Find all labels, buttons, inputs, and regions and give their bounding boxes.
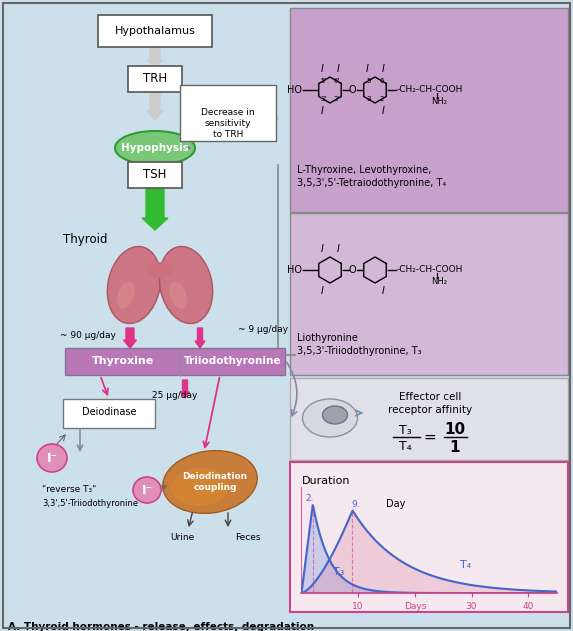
FancyBboxPatch shape: [128, 66, 182, 92]
Text: T₃: T₃: [333, 567, 344, 577]
Text: 2': 2': [333, 96, 340, 102]
Text: NH₂: NH₂: [431, 276, 447, 285]
Text: Deiodinase: Deiodinase: [82, 407, 136, 417]
Text: I⁻: I⁻: [46, 452, 57, 464]
Ellipse shape: [303, 399, 358, 437]
Text: -CH₂-CH-COOH: -CH₂-CH-COOH: [397, 266, 464, 274]
FancyArrow shape: [147, 92, 163, 120]
Text: I: I: [366, 64, 368, 74]
Bar: [290, 378, 568, 460]
Text: A. Thyroid hormones - release, effects, degradation: A. Thyroid hormones - release, effects, …: [8, 622, 314, 631]
Text: -CH₂-CH-COOH: -CH₂-CH-COOH: [397, 85, 464, 95]
Ellipse shape: [163, 451, 257, 514]
Text: Liothyronine: Liothyronine: [297, 333, 358, 343]
Text: 3,5,3'-Triiodothyronine, T₃: 3,5,3'-Triiodothyronine, T₃: [297, 346, 422, 356]
Text: =: =: [423, 430, 437, 444]
FancyBboxPatch shape: [98, 15, 212, 47]
Text: 5': 5': [320, 78, 327, 84]
FancyArrow shape: [195, 328, 205, 348]
Ellipse shape: [159, 247, 213, 324]
Bar: [290, 213, 568, 375]
Text: L-Thyroxine, Levothyroxine,: L-Thyroxine, Levothyroxine,: [297, 165, 431, 175]
Text: I: I: [382, 64, 384, 74]
Text: I: I: [336, 64, 339, 74]
FancyBboxPatch shape: [63, 399, 155, 428]
Ellipse shape: [107, 247, 160, 324]
Text: 6': 6': [333, 78, 340, 84]
Text: I: I: [321, 244, 324, 254]
Text: HO: HO: [287, 265, 302, 275]
Text: ~ 9 µg/day: ~ 9 µg/day: [238, 326, 288, 334]
Text: Day: Day: [386, 498, 406, 509]
Ellipse shape: [133, 477, 161, 503]
Text: 10: 10: [445, 423, 465, 437]
Text: Feces: Feces: [235, 533, 261, 541]
Text: 6: 6: [379, 78, 384, 84]
Ellipse shape: [171, 468, 229, 506]
Text: TRH: TRH: [143, 73, 167, 85]
Text: 3,3',5'-Triiodothyronine: 3,3',5'-Triiodothyronine: [42, 498, 138, 507]
Bar: [290, 8, 568, 212]
Text: Thyroxine: Thyroxine: [91, 357, 154, 367]
Text: T₄: T₄: [460, 560, 472, 570]
Text: I: I: [382, 286, 384, 296]
Text: I: I: [382, 106, 384, 116]
Text: O: O: [349, 85, 356, 95]
FancyArrow shape: [124, 328, 136, 348]
Text: T₃: T₃: [399, 423, 411, 437]
FancyArrow shape: [180, 380, 190, 398]
Bar: [290, 462, 568, 612]
Text: 3,5,3',5'-Tetraiodothyronine, T₄: 3,5,3',5'-Tetraiodothyronine, T₄: [297, 178, 446, 188]
FancyArrow shape: [147, 48, 163, 68]
Ellipse shape: [115, 131, 195, 165]
Text: Hypophysis: Hypophysis: [121, 143, 189, 153]
FancyArrow shape: [142, 188, 168, 230]
Text: Effector cell: Effector cell: [399, 392, 461, 402]
Ellipse shape: [169, 281, 187, 309]
Text: HO: HO: [287, 85, 302, 95]
Text: I: I: [336, 244, 339, 254]
FancyBboxPatch shape: [180, 85, 276, 141]
FancyBboxPatch shape: [128, 162, 182, 188]
Text: 25 µg/day: 25 µg/day: [152, 391, 198, 399]
Text: Urine: Urine: [170, 533, 194, 541]
Text: Thyroid: Thyroid: [63, 233, 107, 247]
Ellipse shape: [37, 444, 67, 472]
Text: "reverse T₃": "reverse T₃": [42, 485, 96, 495]
Text: ~ 90 µg/day: ~ 90 µg/day: [60, 331, 116, 339]
Text: O: O: [349, 265, 356, 275]
Text: 2.: 2.: [306, 494, 314, 503]
Ellipse shape: [146, 262, 174, 278]
Text: Decrease in
sensitivity
to TRH: Decrease in sensitivity to TRH: [201, 108, 255, 139]
Text: 1: 1: [450, 440, 460, 454]
Text: 5: 5: [366, 78, 371, 84]
Text: 3': 3': [320, 96, 327, 102]
Text: NH₂: NH₂: [431, 97, 447, 105]
Text: Triiodothyronine: Triiodothyronine: [184, 357, 281, 367]
Text: Duration: Duration: [301, 476, 350, 487]
Text: receptor affinity: receptor affinity: [388, 405, 472, 415]
Ellipse shape: [323, 406, 347, 424]
Ellipse shape: [117, 281, 135, 309]
Text: Hypothalamus: Hypothalamus: [115, 26, 195, 36]
Text: 3: 3: [366, 96, 371, 102]
Text: I⁻: I⁻: [142, 483, 152, 497]
Text: I: I: [321, 64, 324, 74]
Text: I: I: [321, 286, 324, 296]
Text: 9.: 9.: [351, 500, 360, 509]
Text: TSH: TSH: [143, 168, 167, 182]
Text: 2: 2: [379, 96, 384, 102]
Text: T₄: T₄: [399, 440, 411, 454]
Text: I: I: [321, 106, 324, 116]
Text: Deiodination
coupling: Deiodination coupling: [182, 472, 248, 492]
Bar: [65, 348, 285, 375]
